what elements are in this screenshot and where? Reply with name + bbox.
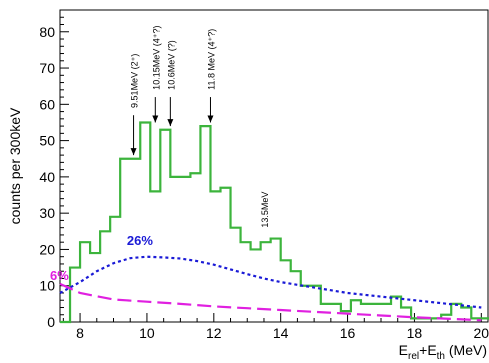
x-axis-label-sub1: rel: [408, 351, 419, 362]
y-tick-label: 50: [39, 133, 55, 149]
y-axis: 0 10 20 30 40 50 60 70 80: [39, 16, 69, 330]
y-tick-label: 60: [39, 96, 55, 112]
x-axis-label-unit: (MeV): [445, 342, 487, 358]
y-axis-label: counts per 300keV: [7, 107, 23, 224]
x-tick-label: 12: [206, 325, 222, 341]
y-tick-label: 0: [47, 314, 55, 330]
x-tick-label: 8: [76, 325, 84, 341]
annotation-label: 9.51MeV (2⁺): [130, 54, 140, 108]
annotation-label: 13.5MeV: [260, 192, 270, 228]
plot-frame: [59, 9, 489, 323]
x-axis-label-sub2: th: [437, 351, 445, 362]
x-axis-label-base1: E: [399, 342, 408, 358]
histogram: [60, 121, 489, 324]
x-axis-label: Erel+Eth (MeV): [399, 342, 487, 362]
x-tick-label: 10: [139, 325, 155, 341]
y-tick-label: 80: [39, 24, 55, 40]
x-tick-label: 20: [474, 325, 489, 341]
histogram-steps: [60, 121, 489, 324]
y-tick-label: 20: [39, 241, 55, 257]
annotations: 9.51MeV (2⁺) 10.15MeV (4⁺?) 10.6MeV (?) 11.…: [130, 26, 270, 228]
x-axis-label-mid: +E: [419, 342, 437, 358]
plot-area: [59, 9, 489, 323]
annotation-arrowhead: [130, 148, 137, 156]
curve-label-26-percent: 26%: [127, 233, 153, 248]
y-tick-label: 70: [39, 60, 55, 76]
x-tick-label: 14: [273, 325, 289, 341]
x-tick-label: 16: [340, 325, 356, 341]
annotation-label: 10.15MeV (4⁺?): [151, 26, 161, 90]
annotation-arrowhead: [167, 119, 174, 127]
x-tick-label: 18: [407, 325, 423, 341]
annotation-arrowhead: [152, 115, 159, 123]
y-tick-label: 10: [39, 278, 55, 294]
curves: 26% 6%: [50, 233, 482, 322]
annotation-arrowhead: [207, 115, 214, 123]
curve-label-6-percent: 6%: [50, 268, 69, 283]
y-tick-label: 30: [39, 205, 55, 221]
annotation-label: 10.6MeV (?): [166, 40, 176, 90]
curve-6-percent: [59, 282, 482, 322]
annotation-label: 11.8 MeV (4⁺?): [206, 29, 216, 90]
x-axis: 8 10 12 14 16 18 20: [62, 313, 489, 341]
y-tick-label: 40: [39, 169, 55, 185]
